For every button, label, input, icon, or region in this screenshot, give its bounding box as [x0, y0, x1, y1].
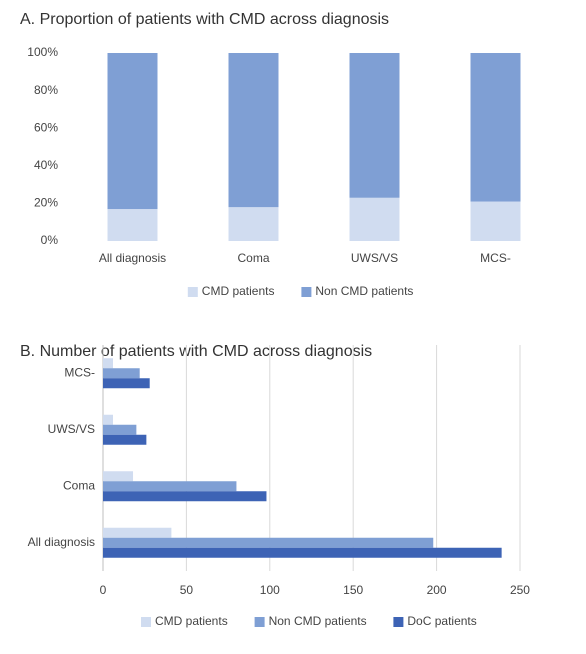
- bar: [349, 53, 400, 198]
- y-tick-label: Coma: [63, 478, 95, 492]
- bar: [107, 209, 158, 241]
- bar: [228, 207, 279, 241]
- y-tick-label: 80%: [34, 83, 58, 97]
- bar: [103, 547, 502, 558]
- x-tick-label: 50: [180, 583, 194, 597]
- legend-swatch: [187, 287, 198, 297]
- bar: [228, 53, 279, 208]
- y-tick-label: UWS/VS: [48, 422, 95, 436]
- legend-swatch: [254, 617, 265, 627]
- x-tick-label: 250: [510, 583, 530, 597]
- y-tick-label: 40%: [34, 158, 58, 172]
- bar: [103, 537, 434, 548]
- y-tick-label: All diagnosis: [28, 535, 95, 549]
- y-tick-label: 60%: [34, 120, 58, 134]
- x-tick-label: MCS-: [480, 251, 511, 265]
- bar: [470, 53, 521, 202]
- legend-swatch: [301, 287, 312, 297]
- y-tick-label: 100%: [27, 45, 58, 59]
- legend-label: Non CMD patients: [315, 284, 413, 298]
- x-tick-label: Coma: [237, 251, 269, 265]
- y-tick-label: MCS-: [64, 365, 95, 379]
- bar: [103, 358, 114, 369]
- bar: [470, 201, 521, 241]
- bar: [103, 378, 150, 389]
- x-tick-label: 100: [260, 583, 280, 597]
- bar: [103, 471, 134, 482]
- bar: [103, 481, 237, 492]
- x-tick-label: 0: [100, 583, 107, 597]
- bar: [107, 53, 158, 210]
- bar: [103, 491, 267, 502]
- legend-label: CMD patients: [155, 614, 228, 628]
- bar: [103, 527, 172, 538]
- legend-swatch: [393, 617, 404, 627]
- legend-label: DoC patients: [407, 614, 476, 628]
- x-tick-label: UWS/VS: [351, 251, 398, 265]
- bar: [103, 368, 140, 379]
- x-tick-label: All diagnosis: [99, 251, 166, 265]
- bar: [103, 434, 147, 445]
- legend-swatch: [141, 617, 151, 627]
- y-tick-label: 20%: [34, 196, 58, 210]
- bar: [349, 197, 400, 241]
- y-tick-label: 0%: [41, 233, 59, 247]
- x-tick-label: 150: [343, 583, 363, 597]
- x-tick-label: 200: [427, 583, 447, 597]
- legend-label: CMD patients: [202, 284, 275, 298]
- chart-title: B. Number of patients with CMD across di…: [20, 343, 372, 360]
- bar: [103, 414, 114, 425]
- legend-label: Non CMD patients: [269, 614, 367, 628]
- chart-title: A. Proportion of patients with CMD acros…: [20, 11, 389, 28]
- bar: [103, 424, 137, 435]
